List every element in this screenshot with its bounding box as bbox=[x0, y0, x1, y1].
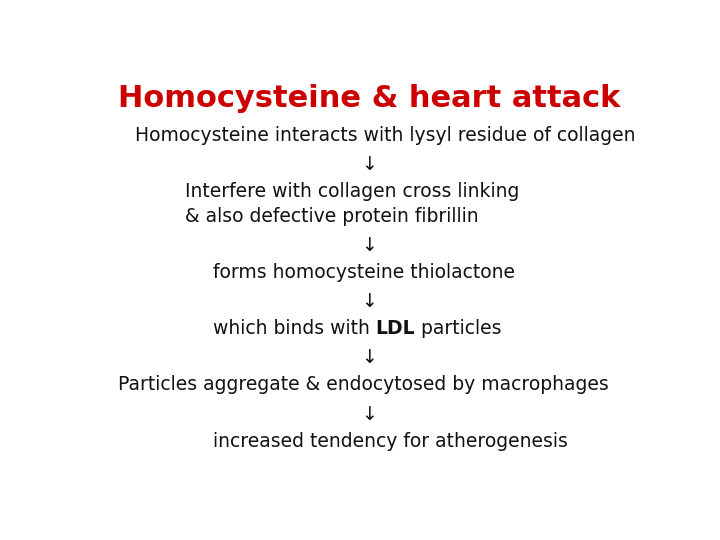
Text: ↓: ↓ bbox=[361, 348, 377, 367]
Text: ↓: ↓ bbox=[361, 292, 377, 311]
Text: Homocysteine interacts with lysyl residue of collagen: Homocysteine interacts with lysyl residu… bbox=[135, 126, 635, 145]
Text: increased tendency for atherogenesis: increased tendency for atherogenesis bbox=[213, 431, 567, 450]
Text: ↓: ↓ bbox=[361, 155, 377, 174]
Text: Particles aggregate & endocytosed by macrophages: Particles aggregate & endocytosed by mac… bbox=[118, 375, 608, 394]
Text: Interfere with collagen cross linking: Interfere with collagen cross linking bbox=[185, 182, 519, 201]
Text: particles: particles bbox=[415, 319, 502, 339]
Text: ↓: ↓ bbox=[361, 404, 377, 423]
Text: which binds with: which binds with bbox=[213, 319, 376, 339]
Text: ↓: ↓ bbox=[361, 236, 377, 255]
Text: forms homocysteine thiolactone: forms homocysteine thiolactone bbox=[213, 263, 515, 282]
Text: Homocysteine & heart attack: Homocysteine & heart attack bbox=[118, 84, 620, 112]
Text: LDL: LDL bbox=[376, 319, 415, 339]
Text: & also defective protein fibrillin: & also defective protein fibrillin bbox=[185, 207, 479, 226]
